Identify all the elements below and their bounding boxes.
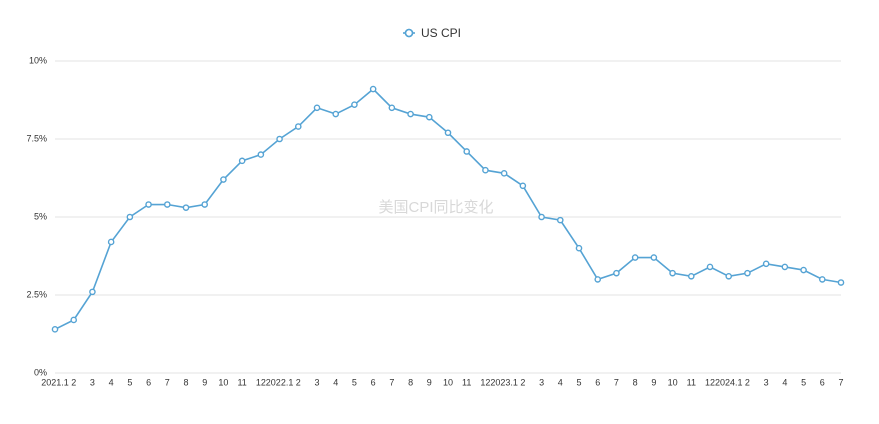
x-tick-label: 4 xyxy=(109,377,114,387)
legend-marker xyxy=(404,28,414,38)
x-tick-label: 2 xyxy=(296,377,301,387)
x-tick-label: 6 xyxy=(371,377,376,387)
point xyxy=(425,113,433,121)
point xyxy=(575,244,583,252)
point xyxy=(201,201,209,208)
point xyxy=(500,170,508,177)
x-tick-label: 2 xyxy=(520,377,525,387)
y-tick-label: 5% xyxy=(34,211,47,221)
point xyxy=(182,204,190,211)
point xyxy=(89,288,96,296)
point xyxy=(556,216,564,224)
x-tick-label: 10 xyxy=(443,377,453,387)
point xyxy=(669,269,676,277)
point xyxy=(332,110,340,118)
x-tick-label: 9 xyxy=(427,377,432,387)
point xyxy=(631,254,639,261)
x-tick-label: 4 xyxy=(558,377,563,387)
x-tick-label: 9 xyxy=(202,377,207,387)
point xyxy=(313,104,321,112)
x-tick-label: 6 xyxy=(820,377,825,387)
point xyxy=(725,272,733,280)
x-tick-label: 6 xyxy=(595,377,600,387)
point xyxy=(781,263,789,271)
x-tick-label: 5 xyxy=(576,377,581,387)
point xyxy=(51,326,59,333)
x-tick-label: 2 xyxy=(745,377,750,387)
x-tick-label: 5 xyxy=(352,377,357,387)
point xyxy=(163,201,171,208)
point xyxy=(145,201,152,208)
x-tick-label: 12 xyxy=(480,377,490,387)
x-tick-label: 3 xyxy=(314,377,319,387)
x-tick-label: 7 xyxy=(838,377,843,387)
point xyxy=(482,166,489,174)
point xyxy=(107,238,115,246)
point xyxy=(444,129,452,137)
point xyxy=(800,266,807,274)
point xyxy=(613,269,620,277)
x-tick-label: 2024.1 xyxy=(715,377,743,387)
point xyxy=(276,135,283,143)
point xyxy=(744,269,751,277)
point xyxy=(762,260,770,268)
x-tick-label: 10 xyxy=(218,377,228,387)
x-tick-label: 3 xyxy=(539,377,544,387)
x-tick-label: 12 xyxy=(256,377,266,387)
watermark: 美国CPI同比变化 xyxy=(378,199,493,216)
point xyxy=(220,176,227,183)
x-tick-label: 2022.1 xyxy=(266,377,294,387)
x-tick-label: 7 xyxy=(389,377,394,387)
x-tick-label: 2021.1 xyxy=(41,377,69,387)
point xyxy=(257,151,265,158)
point xyxy=(837,279,845,286)
x-tick-label: 4 xyxy=(333,377,338,387)
x-tick-label: 11 xyxy=(237,377,246,387)
x-tick-label: 12 xyxy=(705,377,715,387)
x-tick-label: 8 xyxy=(183,377,188,387)
x-tick-label: 7 xyxy=(614,377,619,387)
y-tick-label: 0% xyxy=(34,367,47,377)
x-tick-label: 5 xyxy=(127,377,132,387)
x-tick-label: 6 xyxy=(146,377,151,387)
point xyxy=(388,104,396,112)
x-tick-label: 8 xyxy=(408,377,413,387)
point xyxy=(650,254,658,261)
point xyxy=(519,182,527,190)
x-tick-label: 8 xyxy=(633,377,638,387)
x-tick-label: 2023.1 xyxy=(490,377,518,387)
point xyxy=(463,148,471,155)
point xyxy=(351,101,358,108)
x-tick-label: 5 xyxy=(801,377,806,387)
x-tick-label: 7 xyxy=(165,377,170,387)
x-tick-label: 11 xyxy=(687,377,696,387)
y-tick-label: 2.5% xyxy=(26,289,47,299)
y-tick-label: 10% xyxy=(29,55,47,65)
x-tick-label: 4 xyxy=(782,377,787,387)
point xyxy=(407,110,414,118)
point xyxy=(594,276,602,283)
point xyxy=(687,272,695,280)
point xyxy=(70,316,78,324)
x-tick-label: 11 xyxy=(462,377,471,387)
point xyxy=(818,276,826,283)
x-tick-label: 10 xyxy=(668,377,678,387)
x-tick-label: 9 xyxy=(651,377,656,387)
y-tick-label: 7.5% xyxy=(26,133,47,143)
point xyxy=(538,213,545,221)
point xyxy=(294,123,302,130)
point xyxy=(126,213,134,221)
x-tick-label: 3 xyxy=(764,377,769,387)
legend-label: US CPI xyxy=(421,26,461,40)
x-tick-label: 3 xyxy=(90,377,95,387)
point xyxy=(238,157,246,165)
point xyxy=(706,263,714,271)
x-tick-label: 2 xyxy=(71,377,76,387)
point xyxy=(369,85,377,93)
